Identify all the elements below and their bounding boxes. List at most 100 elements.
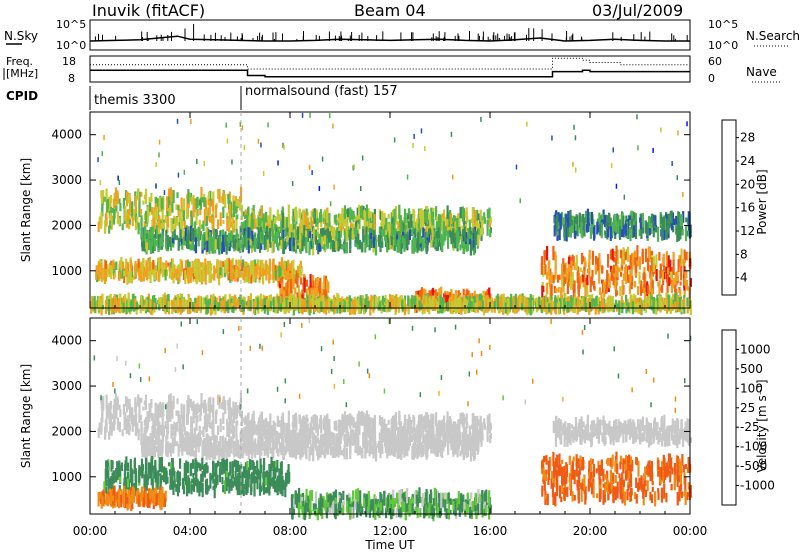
heat-cell [148, 241, 150, 251]
heat-cell [305, 230, 307, 237]
heat-cell [169, 411, 171, 422]
heat-cell [321, 237, 323, 247]
heat-cell [256, 218, 258, 226]
noise-traces [90, 24, 690, 41]
heat-cell [374, 214, 376, 230]
heat-cell [191, 228, 193, 240]
heat-cell [360, 295, 362, 306]
heat-cell [170, 424, 172, 439]
freq-right-tick-bottom: 0 [708, 72, 715, 85]
heat-cell [174, 230, 176, 241]
heat-cell [480, 210, 482, 222]
heat-cell-sparse [292, 181, 294, 186]
power-colorbar-tick-label: 16 [740, 201, 755, 215]
heat-cell [627, 247, 629, 262]
heat-cell [154, 234, 156, 238]
heat-cell [570, 295, 572, 307]
heat-cell [680, 266, 682, 281]
heat-cell [497, 295, 499, 308]
heat-cell-sparse [223, 199, 225, 204]
heat-cell [544, 253, 546, 259]
heat-cell [592, 251, 594, 265]
heat-cell [464, 226, 466, 242]
heat-cell [674, 302, 676, 309]
heat-cell [135, 261, 137, 277]
heat-cell-sparse [155, 183, 157, 188]
heat-cell [220, 212, 222, 226]
heat-cell [233, 429, 235, 433]
heat-cell [151, 226, 153, 239]
heat-cell-sparse [263, 171, 265, 176]
heat-cell-sparse [244, 145, 246, 150]
heat-cell [327, 242, 329, 249]
heat-cell [204, 198, 206, 207]
heat-cell [155, 197, 157, 203]
heat-cell [191, 422, 193, 431]
heat-cell [456, 244, 458, 248]
heat-cell [130, 260, 132, 269]
heat-cell [667, 268, 669, 274]
heat-cell [160, 223, 162, 229]
heat-cell [620, 250, 622, 259]
heat-cell [294, 270, 296, 275]
heat-cell [208, 422, 210, 428]
heat-cell [137, 394, 139, 406]
heat-cell [673, 252, 675, 260]
heat-cell [215, 239, 217, 250]
heat-cell [683, 298, 685, 308]
heat-cell-sparse [407, 175, 409, 180]
heat-cell [469, 220, 471, 229]
heat-cell [452, 228, 454, 243]
heat-cell [282, 230, 284, 239]
heat-cell [584, 262, 586, 267]
heat-cell [280, 240, 282, 249]
heat-cell [601, 214, 603, 220]
heat-cell [100, 418, 102, 432]
heat-cell [230, 263, 232, 279]
heat-cell [402, 236, 404, 244]
power-colorbar-tick-label: 20 [740, 177, 755, 191]
heat-cell [581, 253, 583, 264]
heat-cell [209, 407, 211, 421]
heat-cell [145, 189, 147, 204]
heat-cell [126, 397, 128, 412]
heat-cell [113, 199, 115, 209]
heat-cell [128, 194, 130, 203]
heat-cell [407, 215, 409, 219]
heat-cell [145, 211, 147, 224]
heat-cell [335, 301, 337, 305]
heat-cell [140, 415, 142, 421]
heat-cell [649, 228, 651, 235]
heat-cell [471, 219, 473, 224]
heat-cell [352, 300, 354, 304]
heat-cell [192, 263, 194, 268]
heat-cell [382, 299, 384, 305]
heat-cell [607, 254, 609, 268]
heat-cell [583, 217, 585, 231]
heat-cell-sparse [353, 165, 355, 170]
heat-cell [202, 197, 204, 202]
heat-cell [158, 269, 160, 281]
heat-cell [580, 304, 582, 308]
heat-cell [134, 299, 136, 309]
heat-cell [575, 224, 577, 231]
heat-cell [673, 260, 675, 275]
heat-cell [158, 298, 160, 305]
cpid-segment-1: themis 3300 [94, 93, 176, 108]
heat-cell [614, 280, 616, 290]
heat-cell [201, 430, 203, 434]
heat-cell [612, 222, 614, 228]
heat-cell [100, 212, 102, 226]
heat-cell [182, 300, 184, 308]
heat-cell [233, 201, 235, 217]
heat-cell-sparse [575, 135, 577, 140]
heat-cell [219, 236, 221, 250]
heat-cell [150, 193, 152, 202]
heat-cell [167, 421, 169, 433]
heat-cell [355, 237, 357, 243]
heat-cell [156, 240, 158, 246]
heat-cell [213, 265, 215, 280]
heat-cell [250, 239, 252, 245]
